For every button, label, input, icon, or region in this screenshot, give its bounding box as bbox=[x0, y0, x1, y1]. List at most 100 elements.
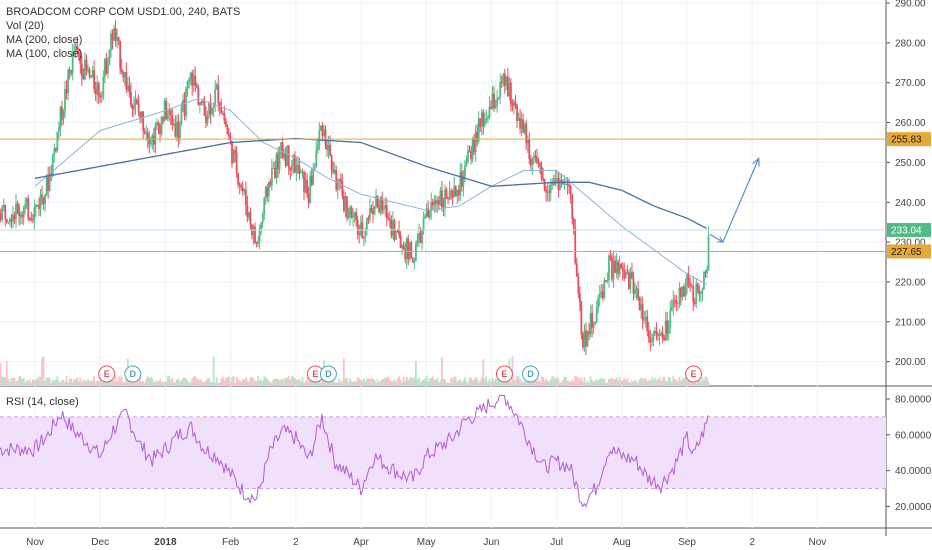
candle-body bbox=[640, 304, 643, 311]
volume-bar bbox=[162, 381, 164, 386]
candle-body bbox=[270, 168, 273, 186]
candle-body bbox=[667, 327, 670, 334]
price-tags: 255.83 227.65 233.04 bbox=[887, 132, 931, 259]
volume-bar bbox=[166, 376, 169, 386]
candle-body bbox=[539, 163, 541, 167]
candle-body bbox=[678, 288, 681, 303]
volume-bar bbox=[339, 382, 342, 386]
candle-body bbox=[586, 331, 589, 347]
chart-legend: BROADCOM CORP COM USD1.00, 240, BATS Vol… bbox=[6, 5, 240, 61]
candle-body bbox=[600, 291, 603, 295]
candle-body bbox=[502, 73, 505, 84]
candle-body bbox=[269, 181, 272, 186]
volume-bar bbox=[422, 379, 425, 386]
ma200-line bbox=[34, 137, 707, 229]
candle-body bbox=[168, 110, 171, 114]
volume-bar bbox=[123, 382, 126, 386]
candle-body bbox=[113, 28, 115, 41]
volume-bar bbox=[542, 377, 544, 386]
volume-bar bbox=[277, 378, 279, 386]
candle-body bbox=[286, 145, 289, 166]
volume-bar bbox=[67, 382, 69, 386]
volume-bar bbox=[661, 377, 664, 386]
volume-bar bbox=[10, 378, 13, 386]
volume-bar bbox=[698, 378, 701, 386]
candle-body bbox=[686, 273, 688, 287]
volume-bar bbox=[68, 379, 71, 386]
volume-bar bbox=[375, 382, 377, 386]
volume-bar bbox=[188, 382, 191, 386]
candle-body bbox=[13, 214, 16, 220]
volume-bar bbox=[195, 378, 198, 386]
volume-bar bbox=[300, 381, 302, 386]
candle-body bbox=[654, 331, 656, 334]
volume-bar bbox=[448, 382, 451, 386]
time-tick-label: Nov bbox=[809, 537, 827, 548]
volume-bar bbox=[151, 378, 154, 386]
candle-body bbox=[323, 129, 325, 137]
candle-body bbox=[487, 117, 489, 119]
candle-body bbox=[192, 75, 195, 87]
candle-body bbox=[100, 95, 103, 98]
candle-body bbox=[580, 301, 583, 335]
candle-body bbox=[249, 212, 252, 225]
candle-body bbox=[382, 208, 385, 210]
volume-bar bbox=[696, 378, 699, 386]
volume-bar bbox=[267, 380, 270, 386]
legend-ma100: MA (100, close) bbox=[6, 48, 83, 60]
volume-bar bbox=[275, 378, 278, 386]
volume-bar bbox=[364, 381, 367, 386]
candle-body bbox=[491, 93, 494, 110]
volume-bar bbox=[447, 382, 449, 386]
candle-body bbox=[71, 51, 74, 74]
candle-body bbox=[90, 76, 92, 78]
candle-body bbox=[41, 194, 43, 198]
candle-body bbox=[516, 105, 518, 121]
candle-body bbox=[505, 76, 508, 86]
volume-bar bbox=[61, 379, 63, 386]
candle-body bbox=[145, 132, 148, 134]
volume-bar bbox=[270, 382, 273, 386]
candle-body bbox=[70, 70, 73, 74]
candle-body bbox=[460, 171, 463, 187]
volume-bar bbox=[631, 380, 633, 386]
candle-body bbox=[267, 181, 270, 197]
volume-bar bbox=[404, 381, 407, 386]
volume-bar bbox=[218, 382, 221, 386]
candle-body bbox=[45, 175, 48, 195]
candle-body bbox=[182, 99, 184, 108]
volume-bar bbox=[456, 381, 459, 386]
volume-bar bbox=[623, 377, 626, 386]
candle-body bbox=[655, 331, 658, 335]
candle-body bbox=[431, 202, 434, 206]
candle-body bbox=[1, 207, 4, 221]
candle-body bbox=[474, 131, 477, 153]
volume-bar bbox=[228, 376, 230, 386]
x-axis: Nov Dec 2018 Feb 2 Apr May Jun Jul Aug Sep 2 Nov bbox=[26, 537, 826, 548]
volume-bar bbox=[431, 376, 434, 386]
volume-bar bbox=[640, 377, 643, 386]
candle-body bbox=[361, 222, 364, 239]
volume-bar bbox=[680, 380, 682, 386]
candle-body bbox=[220, 107, 223, 114]
candle-body bbox=[441, 190, 443, 208]
volume-bar bbox=[362, 378, 365, 386]
volume-bar bbox=[540, 376, 543, 386]
candle-body bbox=[468, 150, 471, 152]
volume-bar bbox=[522, 382, 525, 386]
volume-bar bbox=[163, 381, 166, 386]
candle-body bbox=[88, 69, 91, 77]
price-tick-label: 220.00 bbox=[895, 277, 926, 288]
candle-body bbox=[601, 291, 604, 298]
volume-bar bbox=[442, 378, 445, 386]
volume-bar bbox=[624, 380, 627, 386]
candle-body bbox=[588, 331, 590, 334]
candle-body bbox=[295, 165, 298, 173]
candle-body bbox=[529, 158, 532, 166]
volume-bar bbox=[56, 376, 59, 386]
candle-body bbox=[614, 260, 616, 273]
volume-bar bbox=[578, 379, 581, 386]
volume-bar bbox=[346, 378, 348, 386]
volume-bar bbox=[381, 379, 384, 386]
candle-body bbox=[437, 200, 440, 205]
